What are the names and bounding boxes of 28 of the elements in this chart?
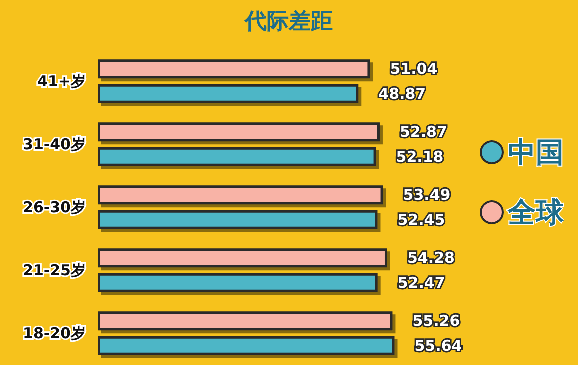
- data-label: 55.26: [412, 312, 460, 330]
- bar: [98, 84, 359, 104]
- data-label: 51.04: [390, 60, 438, 78]
- data-label: 55.64: [414, 336, 462, 355]
- bar: [98, 273, 378, 292]
- legend-label: 全球: [507, 196, 565, 229]
- data-label: 52.45: [398, 210, 446, 229]
- data-label: 52.47: [398, 274, 446, 292]
- data-label: 53.49: [403, 186, 451, 204]
- bar: [98, 186, 384, 205]
- data-label: 54.28: [407, 249, 455, 268]
- bar: [98, 122, 380, 142]
- y-tick-label: 18-20岁: [23, 324, 86, 342]
- bar: [98, 147, 376, 166]
- bar: [98, 60, 370, 79]
- chart-title: 代际差距: [244, 10, 333, 34]
- y-tick-label: 26-30岁: [23, 198, 86, 216]
- y-tick-label: 21-25岁: [23, 262, 86, 280]
- y-tick-label: 31-40岁: [23, 136, 86, 154]
- bar: [98, 210, 378, 230]
- bar: [98, 248, 388, 268]
- data-label: 52.18: [396, 148, 444, 166]
- y-tick-label: 41+岁: [38, 72, 86, 90]
- bar: [98, 336, 395, 356]
- bar: [98, 312, 393, 331]
- data-label: 52.87: [400, 123, 448, 142]
- legend-label: 中国: [508, 136, 564, 169]
- data-label: 48.87: [378, 84, 426, 103]
